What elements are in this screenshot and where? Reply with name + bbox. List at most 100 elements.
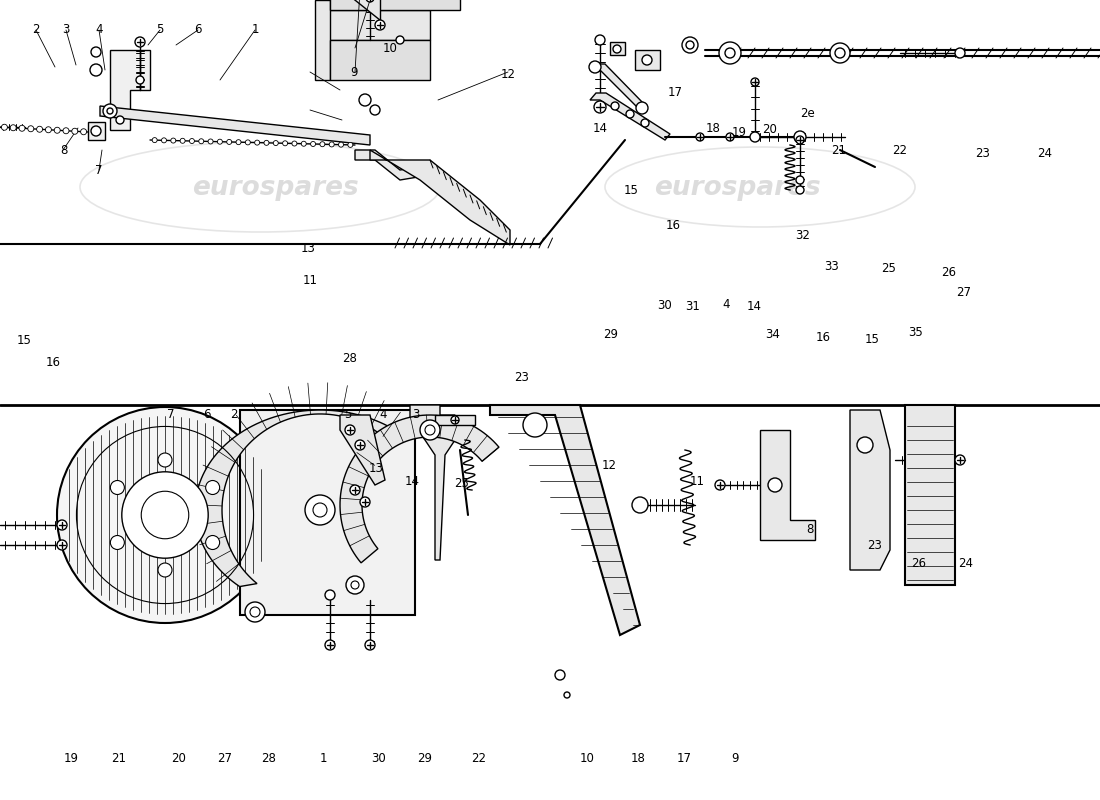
Text: 2e: 2e xyxy=(800,107,815,120)
Circle shape xyxy=(345,425,355,435)
Circle shape xyxy=(320,142,324,146)
Polygon shape xyxy=(355,150,430,180)
Text: 19: 19 xyxy=(64,752,79,765)
Circle shape xyxy=(19,126,25,131)
Text: 20: 20 xyxy=(170,752,186,765)
Text: 31: 31 xyxy=(685,300,701,313)
Text: 15: 15 xyxy=(624,184,639,197)
Circle shape xyxy=(310,142,316,146)
Text: 5: 5 xyxy=(156,23,163,36)
Circle shape xyxy=(255,140,260,145)
Polygon shape xyxy=(490,405,640,635)
Circle shape xyxy=(324,640,336,650)
Circle shape xyxy=(324,590,336,600)
Circle shape xyxy=(250,607,260,617)
Circle shape xyxy=(588,61,601,73)
Circle shape xyxy=(72,128,78,134)
Circle shape xyxy=(245,602,265,622)
Polygon shape xyxy=(315,0,330,80)
Circle shape xyxy=(301,142,306,146)
Text: 7: 7 xyxy=(167,408,174,421)
Circle shape xyxy=(63,128,69,134)
Text: 11: 11 xyxy=(690,475,705,488)
Circle shape xyxy=(359,94,371,106)
Circle shape xyxy=(642,55,652,65)
Text: 28: 28 xyxy=(342,352,358,365)
Circle shape xyxy=(91,126,101,136)
Text: 30: 30 xyxy=(371,752,386,765)
Polygon shape xyxy=(340,415,385,485)
Circle shape xyxy=(641,119,649,127)
Circle shape xyxy=(794,131,806,143)
Circle shape xyxy=(955,455,965,465)
Text: 29: 29 xyxy=(603,328,618,341)
Text: 8: 8 xyxy=(60,144,67,157)
Text: 28: 28 xyxy=(261,752,276,765)
Circle shape xyxy=(189,138,195,143)
Text: 9: 9 xyxy=(732,752,738,765)
Text: 23: 23 xyxy=(975,147,990,160)
Text: 26: 26 xyxy=(911,557,926,570)
Circle shape xyxy=(107,108,113,114)
Text: 16: 16 xyxy=(666,219,681,232)
Circle shape xyxy=(45,126,52,133)
Circle shape xyxy=(91,47,101,57)
Text: 4: 4 xyxy=(723,298,729,310)
Circle shape xyxy=(835,48,845,58)
Text: 3: 3 xyxy=(412,408,419,421)
Text: 25: 25 xyxy=(454,477,470,490)
Polygon shape xyxy=(195,410,400,586)
Polygon shape xyxy=(370,150,510,245)
Circle shape xyxy=(152,138,157,142)
Polygon shape xyxy=(760,430,815,540)
Text: 14: 14 xyxy=(593,122,608,134)
Text: 3: 3 xyxy=(63,23,69,36)
Circle shape xyxy=(751,78,759,86)
Circle shape xyxy=(682,37,698,53)
Polygon shape xyxy=(635,50,660,70)
Text: 34: 34 xyxy=(764,328,780,341)
Circle shape xyxy=(103,104,117,118)
Circle shape xyxy=(57,407,273,623)
Circle shape xyxy=(36,126,43,132)
Text: 14: 14 xyxy=(747,300,762,313)
Circle shape xyxy=(264,140,270,146)
Circle shape xyxy=(136,76,144,84)
Text: eurospares: eurospares xyxy=(654,175,822,201)
Text: 26: 26 xyxy=(940,266,956,278)
Circle shape xyxy=(339,142,343,147)
Circle shape xyxy=(750,132,760,142)
Circle shape xyxy=(351,581,359,589)
Text: 13: 13 xyxy=(368,462,384,474)
Circle shape xyxy=(955,48,965,58)
Circle shape xyxy=(613,45,621,53)
Circle shape xyxy=(329,142,334,147)
Circle shape xyxy=(365,640,375,650)
Text: 11: 11 xyxy=(302,274,318,286)
Circle shape xyxy=(451,416,459,424)
Circle shape xyxy=(218,139,222,144)
Text: eurospares: eurospares xyxy=(192,175,360,201)
Circle shape xyxy=(305,495,336,525)
Text: 1: 1 xyxy=(320,752,327,765)
Text: 16: 16 xyxy=(815,331,830,344)
Circle shape xyxy=(236,140,241,145)
Polygon shape xyxy=(590,64,645,110)
Circle shape xyxy=(206,535,220,550)
Circle shape xyxy=(273,141,278,146)
Polygon shape xyxy=(330,0,460,10)
Text: 18: 18 xyxy=(630,752,646,765)
Text: 17: 17 xyxy=(668,86,683,98)
Text: 23: 23 xyxy=(867,539,882,552)
Text: 5: 5 xyxy=(344,408,351,421)
Circle shape xyxy=(10,125,16,130)
Text: 6: 6 xyxy=(204,408,210,421)
Circle shape xyxy=(162,138,166,143)
Text: 10: 10 xyxy=(383,42,398,54)
Circle shape xyxy=(206,481,220,494)
Circle shape xyxy=(626,110,634,118)
Polygon shape xyxy=(434,415,475,425)
Text: 24: 24 xyxy=(1037,147,1053,160)
Text: 2: 2 xyxy=(231,408,238,421)
Circle shape xyxy=(420,420,440,440)
